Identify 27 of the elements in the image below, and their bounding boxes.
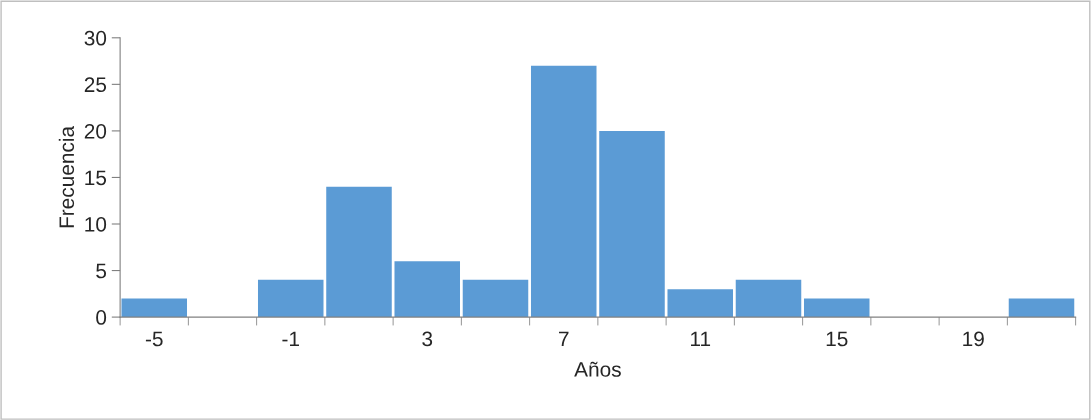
y-tick-label: 0 — [96, 310, 107, 325]
y-tick-label: 20 — [84, 123, 107, 139]
x-tick-label: 7 — [559, 331, 569, 347]
y-tick-label: 5 — [96, 263, 107, 279]
bar — [394, 261, 461, 318]
bar — [121, 298, 188, 318]
bar — [326, 186, 392, 318]
bar — [530, 65, 597, 318]
x-axis-title: Años — [574, 361, 621, 377]
y-tick-label: 10 — [85, 217, 107, 232]
bar — [1008, 298, 1075, 318]
y-tick-label: 25 — [84, 77, 107, 93]
x-tick-label: -1 — [282, 331, 299, 347]
x-tick-label: 11 — [691, 331, 711, 347]
bar — [599, 130, 665, 318]
x-tick-label: 3 — [422, 331, 433, 347]
x-tick-label: -5 — [145, 331, 163, 347]
x-tick-label: 19 — [963, 331, 984, 347]
x-tick-label: 15 — [826, 331, 848, 347]
bar — [803, 298, 870, 318]
y-axis-title: Frecuencia — [58, 125, 75, 228]
bar — [735, 279, 802, 318]
bar — [462, 279, 529, 318]
y-tick-label: 15 — [85, 170, 107, 186]
bar — [257, 279, 324, 318]
y-tick-label: 30 — [84, 30, 107, 46]
bar — [667, 289, 734, 318]
